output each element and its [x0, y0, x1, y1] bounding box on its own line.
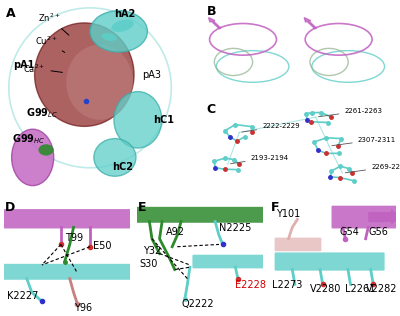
Ellipse shape	[90, 11, 148, 52]
Text: E50: E50	[92, 241, 111, 251]
Text: 2269-2282: 2269-2282	[345, 164, 400, 173]
FancyArrow shape	[368, 209, 400, 225]
Text: E2228: E2228	[236, 280, 266, 290]
Text: F: F	[271, 201, 279, 214]
Text: S30: S30	[139, 259, 158, 269]
FancyBboxPatch shape	[3, 264, 132, 280]
Text: C: C	[207, 103, 216, 116]
Text: pA3: pA3	[142, 70, 161, 80]
Text: V2282: V2282	[366, 284, 397, 294]
Ellipse shape	[34, 23, 134, 126]
Text: Q2222: Q2222	[181, 299, 214, 309]
Text: pA1: pA1	[14, 60, 35, 70]
Text: Zn$^{2+}$: Zn$^{2+}$	[38, 12, 69, 35]
Text: Cu$^{2+}$: Cu$^{2+}$	[34, 34, 65, 52]
Ellipse shape	[94, 139, 136, 176]
Text: L2273: L2273	[272, 280, 302, 290]
Text: G99$_{HC}$: G99$_{HC}$	[12, 132, 45, 145]
Text: Ca$^{2+}$: Ca$^{2+}$	[23, 62, 62, 75]
FancyArrow shape	[304, 18, 316, 29]
Text: Y32: Y32	[143, 246, 161, 256]
Text: 2222-2229: 2222-2229	[242, 123, 300, 132]
Text: T99: T99	[65, 233, 83, 243]
Text: A92: A92	[166, 227, 185, 237]
Text: 2261-2263: 2261-2263	[318, 107, 382, 117]
Text: K2227: K2227	[6, 291, 38, 301]
Ellipse shape	[111, 20, 134, 32]
Text: V2280: V2280	[310, 284, 341, 294]
Ellipse shape	[102, 33, 117, 41]
Ellipse shape	[114, 92, 162, 148]
Text: hC2: hC2	[112, 162, 133, 173]
Text: G99$_{LC}$: G99$_{LC}$	[26, 106, 58, 120]
Ellipse shape	[12, 129, 54, 185]
Text: D: D	[5, 201, 16, 214]
Text: 2307-2311: 2307-2311	[332, 137, 396, 146]
Text: 2193-2194: 2193-2194	[230, 155, 289, 164]
FancyBboxPatch shape	[3, 209, 132, 228]
FancyBboxPatch shape	[332, 206, 397, 228]
FancyBboxPatch shape	[136, 207, 264, 223]
Ellipse shape	[66, 45, 133, 120]
Text: G54: G54	[339, 227, 359, 237]
FancyArrow shape	[208, 18, 221, 29]
Text: hA2: hA2	[114, 9, 135, 19]
Text: Y96: Y96	[74, 302, 92, 313]
Text: L2261: L2261	[346, 284, 376, 294]
FancyBboxPatch shape	[275, 238, 321, 251]
Text: hC1: hC1	[153, 115, 174, 125]
Text: Y101: Y101	[276, 209, 300, 219]
Text: E: E	[138, 201, 146, 214]
Text: N2225: N2225	[219, 223, 251, 233]
Text: B: B	[207, 5, 216, 18]
Text: A: A	[6, 7, 16, 20]
Text: G56: G56	[368, 227, 388, 237]
FancyBboxPatch shape	[192, 255, 264, 268]
FancyBboxPatch shape	[275, 252, 385, 271]
Ellipse shape	[38, 144, 54, 155]
